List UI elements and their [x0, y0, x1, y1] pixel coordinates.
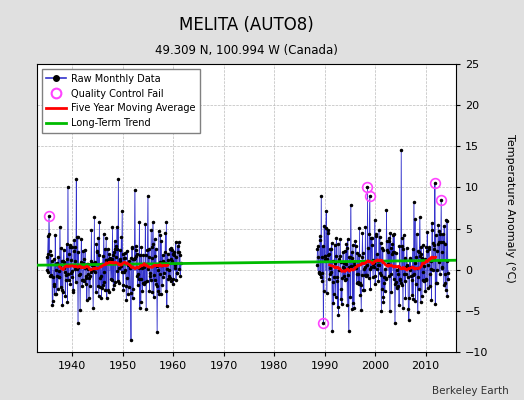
Legend: Raw Monthly Data, Quality Control Fail, Five Year Moving Average, Long-Term Tren: Raw Monthly Data, Quality Control Fail, … [41, 69, 200, 133]
Text: 49.309 N, 100.994 W (Canada): 49.309 N, 100.994 W (Canada) [155, 44, 337, 57]
Text: MELITA (AUTO8): MELITA (AUTO8) [179, 16, 314, 34]
Y-axis label: Temperature Anomaly (°C): Temperature Anomaly (°C) [505, 134, 515, 282]
Text: Berkeley Earth: Berkeley Earth [432, 386, 508, 396]
